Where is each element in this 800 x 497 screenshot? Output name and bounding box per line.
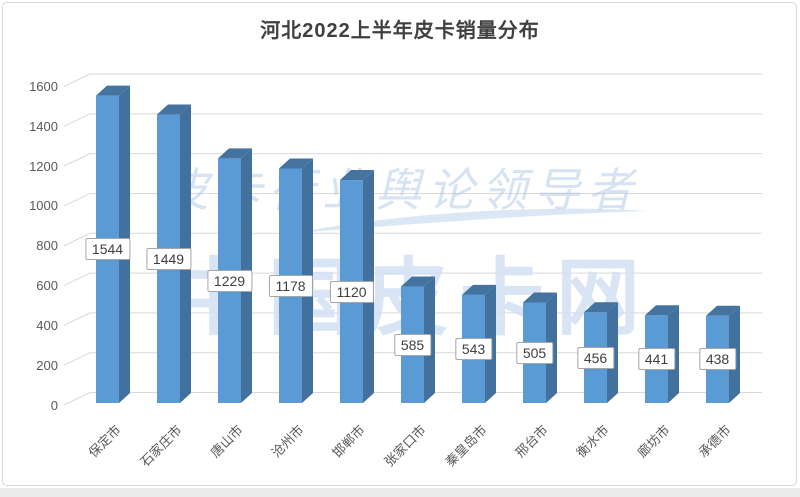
chart-title: 河北2022上半年皮卡销量分布 bbox=[260, 20, 540, 42]
axis-tick-connector bbox=[63, 392, 91, 406]
axis-tick-connector bbox=[63, 73, 91, 87]
value-label: 441 bbox=[637, 348, 676, 371]
value-label: 1120 bbox=[329, 280, 374, 303]
axis-tick-connector bbox=[63, 272, 91, 287]
y-tick-label: 800 bbox=[36, 238, 58, 254]
bar-top-face bbox=[523, 292, 557, 303]
bar-top-face bbox=[279, 158, 313, 169]
y-tick-label: 1200 bbox=[29, 158, 58, 174]
y-tick-label: 1400 bbox=[29, 118, 58, 134]
bar-top-face bbox=[340, 170, 374, 181]
axis-tick-connector bbox=[63, 192, 91, 207]
value-label: 1229 bbox=[206, 269, 253, 292]
bar-top-face bbox=[645, 305, 679, 316]
y-tick-label: 0 bbox=[50, 397, 58, 413]
axis-tick-connector bbox=[63, 113, 91, 127]
watermark-swoosh bbox=[295, 208, 648, 233]
axis-tick-connector bbox=[63, 312, 91, 326]
value-label: 1449 bbox=[145, 247, 192, 270]
bar-top-face bbox=[401, 276, 435, 287]
y-tick-label: 1600 bbox=[29, 79, 58, 94]
y-tick-label: 600 bbox=[36, 278, 58, 294]
value-label: 456 bbox=[576, 346, 615, 369]
page-bottom-strip bbox=[0, 488, 800, 497]
value-label: 1544 bbox=[84, 238, 131, 261]
bar-top-face bbox=[157, 104, 191, 115]
y-tick-label: 200 bbox=[36, 357, 58, 373]
bar-top-face bbox=[218, 148, 252, 159]
bar-top-face bbox=[462, 284, 496, 295]
card-border bbox=[2, 2, 797, 486]
value-label: 585 bbox=[393, 333, 432, 356]
bar-top-face bbox=[96, 85, 130, 96]
value-label: 438 bbox=[698, 348, 737, 371]
value-label: 505 bbox=[515, 341, 554, 364]
y-tick-label: 1000 bbox=[29, 198, 58, 214]
axis-tick-connector bbox=[63, 153, 91, 167]
y-tick-label: 400 bbox=[36, 317, 58, 333]
axis-tick-connector bbox=[63, 232, 91, 247]
value-label: 543 bbox=[454, 337, 493, 360]
value-label: 1178 bbox=[268, 274, 313, 297]
bar-top-face bbox=[584, 302, 618, 313]
axis-tick-connector bbox=[63, 352, 91, 366]
bar-top-face bbox=[706, 305, 740, 316]
